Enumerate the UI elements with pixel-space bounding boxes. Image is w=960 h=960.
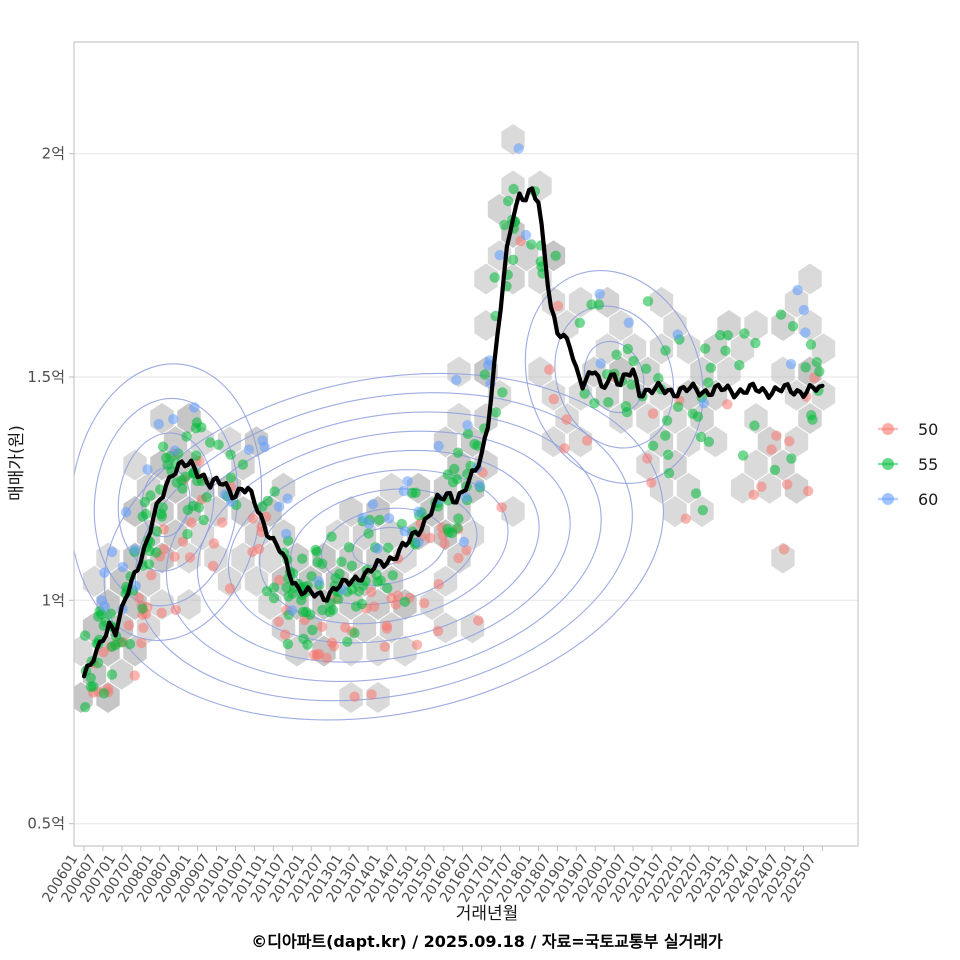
- y-axis-tick-label-1: 1억: [42, 591, 65, 609]
- legend-item-50[interactable]: 50: [878, 420, 938, 439]
- legend-marker-50: [882, 423, 894, 435]
- y-axis-tick-label-3: 2억: [42, 145, 65, 163]
- legend-marker-55: [882, 458, 894, 470]
- y-axis: 0.5억 1억 1.5억 2억: [27, 145, 74, 833]
- y-axis-title: 매매가(원): [7, 425, 27, 501]
- legend-item-55[interactable]: 55: [878, 455, 938, 474]
- chart-caption: ©디아파트(dapt.kr) / 2025.09.18 / 자료=국토교통부 실…: [251, 932, 723, 951]
- x-axis-title: 거래년월: [456, 904, 519, 924]
- legend-item-60[interactable]: 60: [878, 490, 938, 509]
- legend: 50 55 60: [878, 420, 938, 509]
- median-trend-line-layer: [81, 186, 825, 679]
- y-axis-tick-label-0: 0.5억: [27, 815, 65, 833]
- legend-label-60: 60: [918, 490, 938, 509]
- plot-panel-border: [73, 41, 859, 847]
- legend-marker-60: [882, 493, 894, 505]
- y-axis-tick-label-2: 1.5억: [27, 368, 65, 386]
- scatter-points-layer: [79, 143, 825, 713]
- legend-label-55: 55: [918, 455, 938, 474]
- legend-label-50: 50: [918, 420, 938, 439]
- x-axis: 2006012006072007012007072008012008072009…: [39, 846, 823, 905]
